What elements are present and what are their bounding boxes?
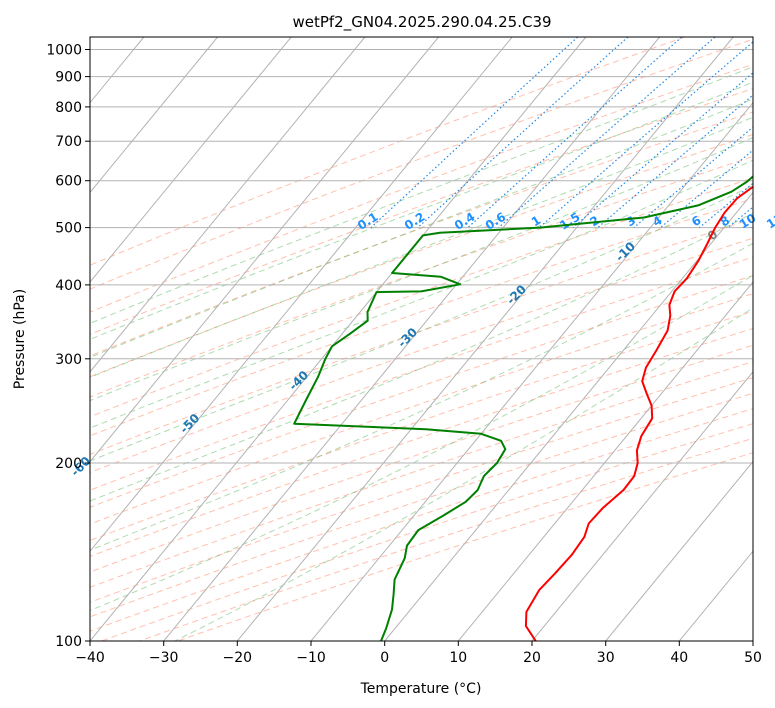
y-tick-label: 100 xyxy=(55,634,82,650)
mixing-ratio-label: 3 xyxy=(624,213,639,229)
isotherm-line xyxy=(90,37,513,553)
x-tick-label: 0 xyxy=(380,650,389,666)
dry-adiabat-line xyxy=(90,38,753,290)
mixing-ratio-line xyxy=(633,126,753,229)
isotherm-line xyxy=(752,640,753,641)
x-tick-label: −40 xyxy=(75,650,105,666)
mixing-ratio-label: 6 xyxy=(689,213,704,229)
y-tick-label: 600 xyxy=(55,174,82,190)
x-tick-label: −10 xyxy=(296,650,326,666)
dry-adiabat-line xyxy=(177,452,753,641)
isotherm-line xyxy=(90,37,292,283)
dry-adiabat-line xyxy=(90,133,753,378)
isotherm-line xyxy=(236,37,734,641)
dry-adiabat-label: 0 xyxy=(705,227,721,243)
dry-adiabat-line xyxy=(90,408,753,632)
mixing-ratio-label: 1.5 xyxy=(557,210,582,233)
x-tick-label: 30 xyxy=(597,650,615,666)
isotherm-line xyxy=(90,37,218,194)
moist-adiabat-line xyxy=(90,274,753,612)
dry-adiabat-line xyxy=(90,37,685,266)
isotherm-label: -30 xyxy=(395,325,420,350)
y-tick-label: 300 xyxy=(55,352,82,368)
mixing-ratio-label: 13 xyxy=(764,211,775,232)
isotherm-line xyxy=(678,550,753,641)
dry-adiabat-line xyxy=(90,111,753,357)
moist-adiabat-line xyxy=(90,98,753,358)
moist-adiabat-line xyxy=(90,184,753,462)
y-tick-label: 500 xyxy=(55,221,82,237)
y-tick-label: 200 xyxy=(55,456,82,472)
isotherm-line xyxy=(531,371,753,641)
moist-adiabat-line xyxy=(174,307,753,641)
isotherm-line xyxy=(0,37,70,641)
mixing-ratio-label: 10 xyxy=(737,211,759,232)
mixing-ratio-line xyxy=(572,72,753,229)
isotherm-label: -20 xyxy=(504,282,529,307)
mixing-ratio-line xyxy=(467,37,683,229)
x-tick-label: −20 xyxy=(223,650,253,666)
y-tick-label: 800 xyxy=(55,100,82,116)
mixing-ratio-line xyxy=(370,37,579,229)
plot-frame xyxy=(89,36,754,642)
x-tick-label: 10 xyxy=(449,650,467,666)
moist-adiabat-line xyxy=(90,66,753,324)
y-axis-label: Pressure (hPa) xyxy=(12,289,28,389)
moist-adiabat-line xyxy=(90,81,753,340)
isotherm-label: -10 xyxy=(613,239,638,264)
isotherm-line xyxy=(605,460,753,641)
mixing-ratio-line xyxy=(538,41,753,229)
background-lines xyxy=(0,37,753,641)
mixing-ratio-line xyxy=(498,37,716,229)
dry-adiabat-line xyxy=(90,177,753,418)
mixing-ratio-label: 0.2 xyxy=(402,210,427,233)
y-tick-label: 700 xyxy=(55,134,82,150)
mixing-ratio-label: 0.4 xyxy=(452,210,477,233)
y-tick-label: 1000 xyxy=(46,43,82,59)
x-tick-label: 20 xyxy=(523,650,541,666)
dry-adiabat-line xyxy=(139,437,753,641)
mixing-ratio-line xyxy=(750,224,753,229)
x-tick-label: −30 xyxy=(149,650,179,666)
isotherm-line xyxy=(163,37,660,641)
mixing-ratio-line xyxy=(417,37,629,229)
dry-adiabat-line xyxy=(90,87,753,335)
y-tick-label: 400 xyxy=(55,278,82,294)
x-axis-label: Temperature (°C) xyxy=(360,681,482,697)
dry-adiabat-line xyxy=(90,197,753,437)
axis-ticks: −40 −30 −20 −10 0 10 20 30 40 5010009008007006005… xyxy=(46,43,762,667)
dry-adiabat-line xyxy=(90,256,753,491)
x-tick-label: 50 xyxy=(744,650,762,666)
isotherm-label: -50 xyxy=(177,411,202,436)
isotherm-line xyxy=(90,37,366,373)
isotherm-line xyxy=(90,37,587,641)
isotherm-line xyxy=(384,191,753,641)
dry-adiabat-line xyxy=(90,237,753,474)
isotherm-line xyxy=(90,37,439,463)
dry-adiabat-line xyxy=(90,392,753,618)
chart-title: wetPf2_GN04.2025.290.04.25.C39 xyxy=(292,13,551,32)
isotherm-line xyxy=(310,101,753,641)
mixing-ratio-line xyxy=(660,149,753,229)
dry-adiabat-line xyxy=(90,155,753,398)
x-tick-label: 40 xyxy=(670,650,688,666)
sounding-profiles xyxy=(293,175,753,641)
dry-adiabat-line xyxy=(101,423,753,641)
dewpoint-line xyxy=(293,175,753,641)
y-tick-label: 900 xyxy=(55,70,82,86)
isotherm-line xyxy=(457,281,753,641)
temperature-line xyxy=(524,185,753,641)
mixing-ratio-line xyxy=(597,94,753,229)
dry-adiabat-line xyxy=(90,218,753,455)
